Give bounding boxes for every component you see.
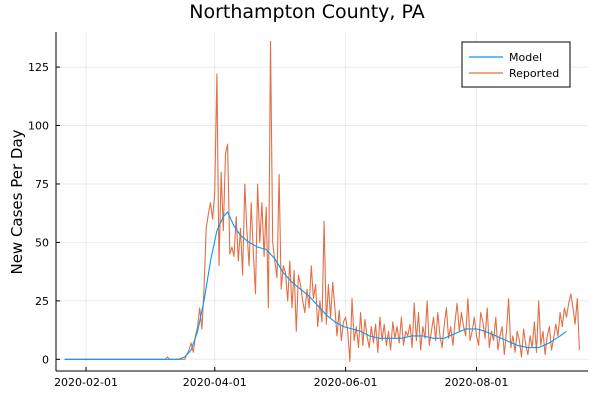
y-tick-label: 0 <box>42 353 49 366</box>
legend: Model Reported <box>461 41 571 88</box>
series-line-model <box>64 211 567 360</box>
legend-label-model: Model <box>509 51 542 64</box>
legend-box <box>461 41 571 88</box>
y-axis-title: New Cases Per Day <box>8 129 26 274</box>
axes <box>55 32 588 372</box>
chart-title: Northampton County, PA <box>189 1 425 23</box>
series-layer <box>64 40 580 363</box>
x-tick-label: 2020-08-01 <box>444 376 508 389</box>
x-tick-label: 2020-06-01 <box>314 376 378 389</box>
x-tick-label: 2020-04-01 <box>183 376 247 389</box>
y-tick-label: 50 <box>35 236 49 249</box>
y-axis-ticks: 0 25 50 75 100 125 <box>28 61 60 366</box>
legend-label-reported: Reported <box>509 67 559 80</box>
y-tick-label: 125 <box>28 61 49 74</box>
y-tick-label: 25 <box>35 295 49 308</box>
x-tick-label: 2020-02-01 <box>54 376 118 389</box>
series-line-reported <box>64 40 580 363</box>
x-axis-ticks: 2020-02-01 2020-04-01 2020-06-01 2020-08-01 <box>54 367 508 389</box>
y-tick-label: 100 <box>28 120 49 133</box>
y-tick-label: 75 <box>35 178 49 191</box>
